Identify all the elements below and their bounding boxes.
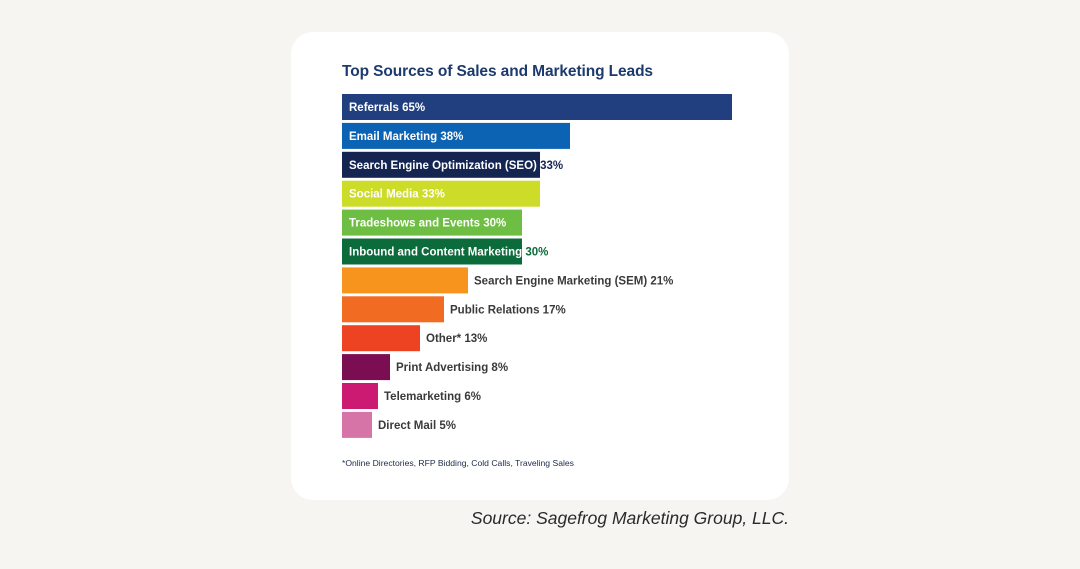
bar-value-referrals: 65% (402, 102, 425, 114)
bar-label-public-relations: Public Relations 17% (450, 304, 566, 316)
bar-label-email-marketing: Email Marketing 38% (349, 131, 463, 143)
chart-title: Top Sources of Sales and Marketing Leads (342, 63, 653, 80)
bar-tradeshows-and-events (342, 209, 522, 236)
bar-search-engine-marketing-sem (342, 267, 468, 294)
bar-other (342, 325, 420, 352)
chart-footnote: *Online Directories, RFP Bidding, Cold C… (342, 458, 574, 468)
bar-value-other: 13% (464, 333, 487, 345)
bar-label-telemarketing: Telemarketing 6% (384, 391, 481, 403)
bar-social-media (342, 180, 540, 207)
bar-value-print-advertising: 8% (491, 362, 508, 374)
bar-value-search-engine-optimization-seo: 33% (540, 160, 563, 172)
bar-label-tradeshows-and-events: Tradeshows and Events 30% (349, 218, 506, 230)
bar-value-telemarketing: 6% (464, 391, 481, 403)
bar-referrals (342, 94, 732, 120)
bar-category-other: Other* (426, 333, 464, 345)
bar-category-print-advertising: Print Advertising (396, 362, 491, 374)
bar-category-search-engine-optimization-seo: Search Engine Optimization (SEO) (349, 160, 540, 172)
bar-public-relations (342, 296, 444, 323)
bar-category-inbound-and-content-marketing: Inbound and Content Marketing (349, 247, 525, 259)
bar-print-advertising (342, 354, 390, 381)
bar-category-search-engine-marketing-sem: Search Engine Marketing (SEM) (474, 275, 650, 287)
bar-category-tradeshows-and-events: Tradeshows and Events (349, 218, 483, 230)
bar-value-public-relations: 17% (543, 304, 566, 316)
bar-value-social-media: 33% (422, 189, 445, 201)
bar-label-search-engine-optimization-seo: Search Engine Optimization (SEO) 33% (349, 160, 563, 172)
bar-category-social-media: Social Media (349, 189, 422, 201)
bar-email-marketing (342, 122, 570, 149)
bar-value-inbound-and-content-marketing: 30% (525, 247, 548, 259)
bar-inbound-and-content-marketing (342, 238, 522, 265)
bar-category-direct-mail: Direct Mail (378, 420, 439, 432)
bar-value-tradeshows-and-events: 30% (483, 218, 506, 230)
bar-category-email-marketing: Email Marketing (349, 131, 440, 143)
bar-category-telemarketing: Telemarketing (384, 391, 464, 403)
bar-value-direct-mail: 5% (439, 420, 456, 432)
bar-search-engine-optimization-seo (342, 151, 540, 178)
bar-direct-mail (342, 411, 372, 438)
bar-label-referrals: Referrals 65% (349, 102, 425, 114)
bar-value-email-marketing: 38% (440, 131, 463, 143)
bar-label-print-advertising: Print Advertising 8% (396, 362, 508, 374)
bar-category-public-relations: Public Relations (450, 304, 543, 316)
bar-category-referrals: Referrals (349, 102, 402, 114)
bar-label-other: Other* 13% (426, 333, 487, 345)
bar-value-search-engine-marketing-sem: 21% (650, 275, 673, 287)
bar-label-direct-mail: Direct Mail 5% (378, 420, 456, 432)
bar-label-inbound-and-content-marketing: Inbound and Content Marketing 30% (349, 247, 548, 259)
bar-label-search-engine-marketing-sem: Search Engine Marketing (SEM) 21% (474, 275, 673, 287)
bar-label-social-media: Social Media 33% (349, 189, 445, 201)
source-credit: Source: Sagefrog Marketing Group, LLC. (470, 508, 789, 528)
bar-telemarketing (342, 383, 378, 409)
